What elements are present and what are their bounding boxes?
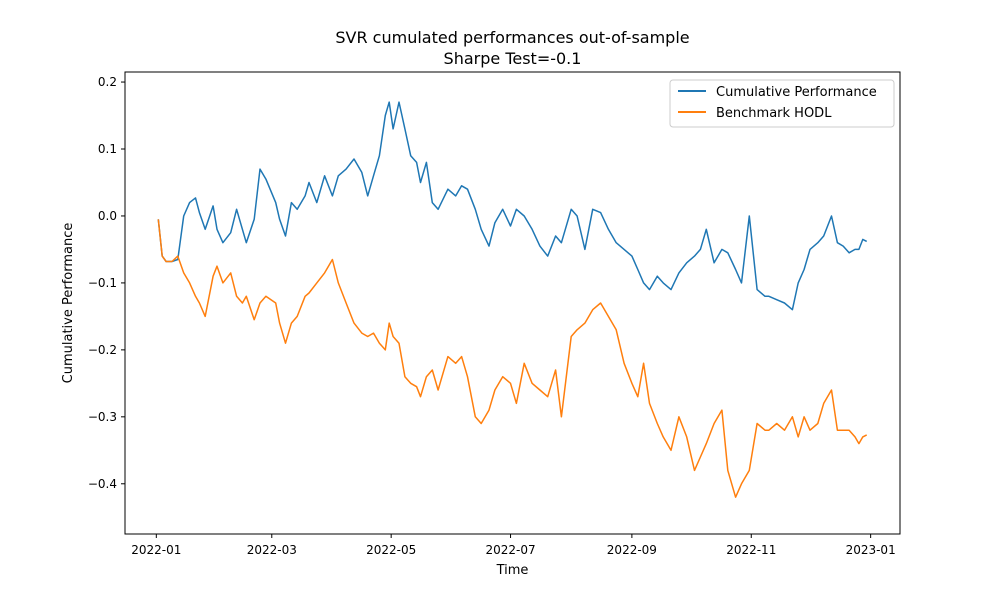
x-tick-label: 2022-05 xyxy=(366,543,416,557)
series-line-cumulative-performance xyxy=(157,101,868,311)
series-lines xyxy=(157,101,868,498)
y-axis-label: Cumulative Performance xyxy=(61,223,76,384)
legend-label-cumulative-performance: Cumulative Performance xyxy=(716,85,877,100)
x-axis-label: Time xyxy=(496,563,529,578)
x-tick-label: 2022-01 xyxy=(131,543,181,557)
y-tick-label: −0.4 xyxy=(88,477,117,491)
y-tick-label: −0.3 xyxy=(88,410,117,424)
y-tick-label: 0.0 xyxy=(98,209,117,223)
x-tick-label: 2022-07 xyxy=(485,543,535,557)
legend-box xyxy=(669,79,895,128)
y-tick-label: −0.1 xyxy=(88,276,117,290)
x-tick-label: 2023-01 xyxy=(846,543,896,557)
plot-area-frame xyxy=(124,71,901,535)
y-axis-ticks: −0.4 −0.3 −0.2 −0.1 0.0 0.1 0.2 xyxy=(88,75,125,491)
chart-subtitle: Sharpe Test=-0.1 xyxy=(444,49,582,68)
x-tick-label: 2022-11 xyxy=(726,543,776,557)
series-line-benchmark-hodl xyxy=(157,219,868,498)
legend-label-benchmark-hodl: Benchmark HODL xyxy=(716,106,832,121)
y-tick-label: −0.2 xyxy=(88,343,117,357)
x-tick-label: 2022-03 xyxy=(247,543,297,557)
legend: Cumulative Performance Benchmark HODL xyxy=(669,79,895,128)
y-tick-label: 0.2 xyxy=(98,75,117,89)
x-tick-label: 2022-09 xyxy=(607,543,657,557)
y-tick-label: 0.1 xyxy=(98,142,117,156)
x-axis-ticks: 2022-01 2022-03 2022-05 2022-07 2022-09 2022-… xyxy=(131,534,896,557)
chart-title: SVR cumulated performances out-of-sample xyxy=(335,28,689,47)
